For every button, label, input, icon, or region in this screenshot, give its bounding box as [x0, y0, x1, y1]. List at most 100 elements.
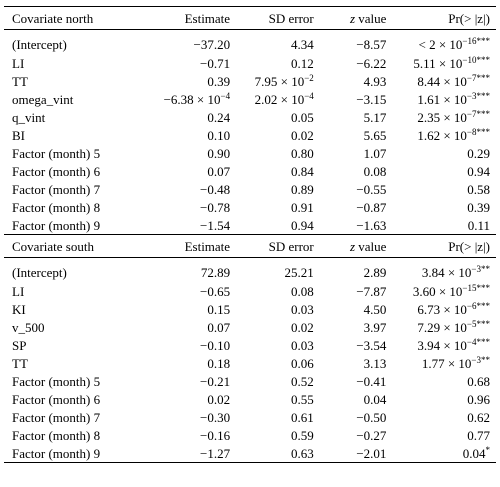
estimate-cell: 0.18	[148, 354, 231, 372]
p-value-exponent: −5	[466, 318, 477, 329]
p-value-cell: 1.61 × 10−3***	[386, 90, 496, 108]
z-value-cell: −2.01	[313, 444, 387, 463]
estimate-value: −0.71	[199, 55, 231, 71]
estimate-cell: −0.16	[148, 426, 230, 444]
table-row: Factor (month) 5 −0.21 0.52 −0.41 0.68	[4, 372, 496, 390]
estimate-cell: −0.78	[148, 198, 230, 216]
p-value: 8.44 × 10	[417, 73, 467, 89]
sd-error-value: 2.02 × 10	[254, 91, 305, 107]
covariate-cell: TT	[12, 73, 28, 89]
estimate-cell: −37.20	[148, 30, 230, 55]
covariate-cell: TT	[12, 355, 28, 371]
significance-stars: ***	[476, 336, 491, 347]
sd-error-value: 4.34	[291, 36, 314, 52]
covariate-cell: Factor (month) 8	[12, 427, 101, 443]
covariate-cell: Factor (month) 6	[12, 163, 101, 179]
p-value-cell: 1.77 × 10−3**	[386, 354, 496, 372]
sd-error-cell: 0.06	[230, 354, 314, 372]
estimate-value: 0.02	[207, 391, 231, 407]
p-value-exponent: −16	[462, 35, 477, 46]
table-row: q_vint 0.24 0.05 5.17 2.35 × 10−7***	[4, 108, 496, 126]
sd-error-cell: 7.95 × 10−2	[230, 72, 314, 90]
p-value: 0.11	[467, 217, 490, 233]
sd-error-value: 0.61	[291, 409, 314, 425]
sd-error-cell: 0.02	[230, 126, 314, 144]
z-value-cell: −8.57	[356, 36, 387, 52]
estimate-cell: −1.54	[147, 216, 231, 235]
table-row: TT 0.39 7.95 × 10−2 4.93 8.44 × 10−7***	[4, 72, 496, 90]
p-value: 0.04	[462, 445, 486, 461]
covariate-cell: q_vint	[12, 109, 46, 125]
z-value-cell: 4.93	[363, 73, 387, 89]
z-value-cell: −0.55	[356, 181, 387, 197]
estimate-cell: −0.65	[148, 282, 230, 300]
sd-error-value: 0.59	[291, 427, 314, 443]
sd-error-value: 0.94	[291, 217, 314, 233]
p-value-cell: 0.62	[386, 408, 496, 426]
z-value-cell: −0.50	[356, 409, 387, 425]
south-covariate-header: Covariate south	[4, 234, 148, 258]
sd-error-value: 0.91	[291, 199, 314, 215]
p-value-exponent: −3	[466, 90, 477, 101]
significance-stars: *	[485, 444, 491, 455]
sd-error-value: 7.95 × 10	[254, 73, 305, 89]
sd-error-cell: 0.52	[230, 372, 314, 390]
south-z-value-header: z value	[313, 234, 387, 258]
estimate-value: −6.38 × 10	[163, 91, 221, 107]
p-value: < 2 × 10	[418, 36, 463, 52]
estimate-cell: 72.89	[148, 258, 230, 283]
sd-error-cell: 4.34	[230, 30, 314, 55]
estimate-value: 0.39	[207, 73, 231, 89]
p-value-cell: 0.04*	[386, 444, 496, 463]
p-value-cell: 3.60 × 10−15***	[386, 282, 496, 300]
sd-error-cell: 0.55	[230, 390, 314, 408]
table-row: Factor (month) 8 −0.16 0.59 −0.27 0.77	[4, 426, 496, 444]
estimate-cell: −0.30	[148, 408, 230, 426]
p-value-cell: 6.73 × 10−6***	[386, 300, 496, 318]
north-covariate-header: Covariate north	[4, 6, 148, 30]
estimate-cell: 0.10	[148, 126, 230, 144]
p-value-cell: 1.62 × 10−8***	[386, 126, 496, 144]
sd-error-value: 0.03	[291, 301, 314, 317]
sd-error-cell: 0.61	[230, 408, 314, 426]
significance-stars: **	[481, 354, 490, 365]
regression-table: Covariate north Estimate SD error z value Pr…	[4, 6, 496, 463]
p-value-cell: 0.96	[386, 390, 496, 408]
sd-error-value: 0.89	[291, 181, 314, 197]
z-value-cell: 1.07	[363, 145, 387, 161]
estimate-cell: 0.90	[148, 144, 230, 162]
z-value-cell: 3.97	[363, 319, 387, 335]
estimate-value: −0.21	[199, 373, 231, 389]
south-sd-error-header: SD error	[230, 234, 314, 258]
significance-stars: ***	[476, 126, 491, 137]
p-value: 5.11 × 10	[413, 55, 463, 71]
estimate-cell: 0.15	[148, 300, 230, 318]
estimate-value: 0.18	[207, 355, 231, 371]
sd-error-cell: 0.02	[230, 318, 314, 336]
significance-stars: ***	[476, 282, 491, 293]
sd-error-cell: 0.08	[230, 282, 314, 300]
estimate-cell: −1.27	[147, 444, 231, 463]
sd-error-value: 0.12	[291, 55, 314, 71]
sd-error-cell: 0.59	[230, 426, 314, 444]
covariate-cell: Factor (month) 8	[12, 199, 101, 215]
sd-error-cell: 0.94	[230, 216, 314, 235]
covariate-cell: LI	[12, 283, 25, 299]
table-row: Factor (month) 7 −0.30 0.61 −0.50 0.62	[4, 408, 496, 426]
significance-stars: ***	[476, 54, 491, 65]
covariate-cell: Factor (month) 5	[12, 145, 101, 161]
covariate-cell: (Intercept)	[12, 264, 67, 280]
p-value: 3.84 × 10	[421, 264, 472, 280]
p-value-exponent: −10	[462, 54, 477, 65]
covariate-cell: Factor (month) 9	[4, 216, 148, 235]
sd-error-value: 0.08	[291, 283, 314, 299]
p-value-cell: 0.39	[386, 198, 496, 216]
estimate-value: −1.54	[199, 217, 231, 233]
p-value-exponent: −4	[466, 336, 477, 347]
sd-error-cell: 0.89	[230, 180, 314, 198]
table-row: Factor (month) 8 −0.78 0.91 −0.87 0.39	[4, 198, 496, 216]
sd-error-cell: 2.02 × 10−4	[230, 90, 314, 108]
covariate-cell: omega_vint	[12, 91, 74, 107]
p-value: 3.94 × 10	[417, 337, 467, 353]
estimate-cell: −0.48	[148, 180, 230, 198]
